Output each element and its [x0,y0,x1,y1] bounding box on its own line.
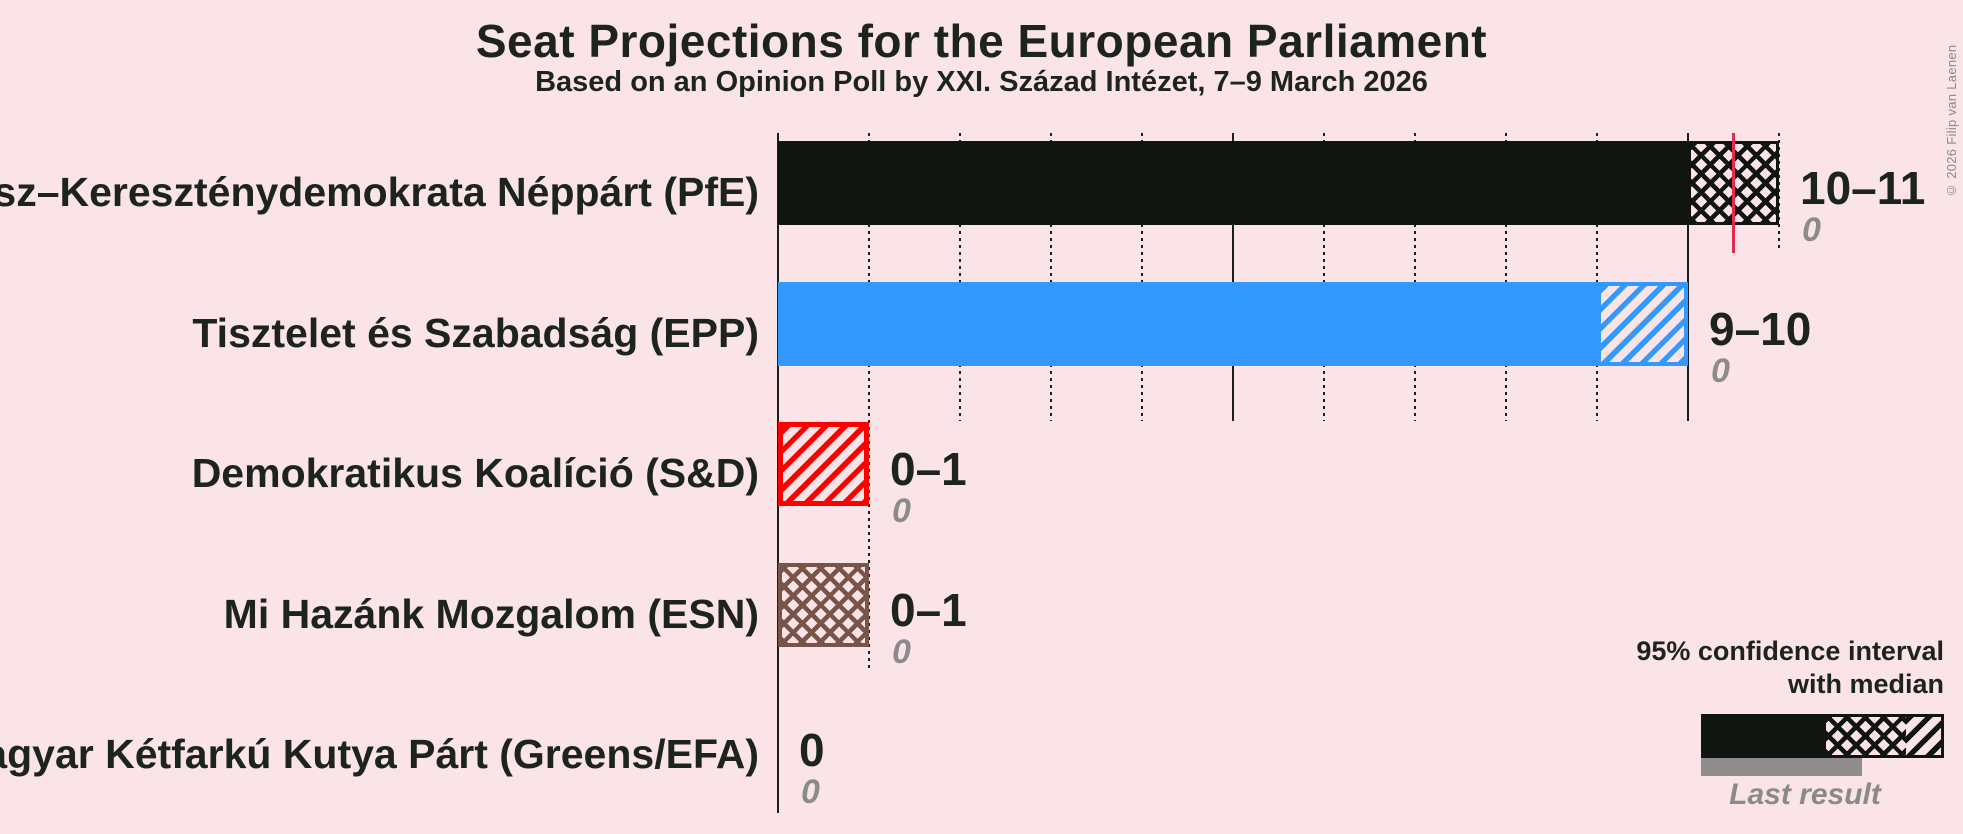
legend-sample-diagonal-segment [1906,717,1941,755]
last-result-value: 0 [1711,352,1730,390]
last-result-value: 0 [892,492,911,530]
median-line [1732,133,1735,253]
last-result-value: 0 [801,773,820,811]
value-label: 0–1 [890,584,967,636]
value-label: 10–11 [1800,162,1926,214]
value-label: 0 [799,724,825,776]
minor-gridline [959,133,961,421]
party-label: Mi Hazánk Mozgalom (ESN) [223,591,759,637]
page-subtitle: Based on an Opinion Poll by XXI. Század … [535,66,1428,98]
bar-solid [778,141,1688,225]
legend-ci-label-line1: 95% confidence interval [1636,636,1944,666]
minor-gridline [1505,133,1507,421]
minor-gridline [1323,133,1325,421]
legend-sample-solid-segment [1704,717,1826,755]
bar-confidence-hatch [778,563,869,647]
minor-gridline [1050,133,1052,421]
value-label: 9–10 [1709,303,1812,355]
legend-sample-crosshatch-segment [1826,717,1906,755]
bar-solid [778,282,1597,366]
party-label: Tisztelet és Szabadság (EPP) [192,310,759,356]
minor-gridline [1414,133,1416,421]
bar-confidence-hatch [778,422,869,506]
party-label: Magyar Kétfarkú Kutya Párt (Greens/EFA) [0,731,759,777]
major-gridline [1687,133,1689,421]
legend-sample-bar [1701,714,1944,758]
legend-last-result-label: Last result [1729,778,1881,811]
major-gridline [1232,133,1234,421]
last-result-value: 0 [892,633,911,671]
party-label: Demokratikus Koalíció (S&D) [191,450,759,496]
bar-confidence-hatch [1597,282,1688,366]
legend-last-result-bar [1701,758,1862,776]
party-label: Fidesz–Kereszténydemokrata Néppárt (PfE) [0,169,759,215]
minor-gridline [1778,133,1780,250]
minor-gridline [1141,133,1143,421]
page-title: Seat Projections for the European Parlia… [475,15,1488,67]
minor-gridline [1596,133,1598,421]
last-result-value: 0 [1802,211,1821,249]
legend-ci-label-line2: with median [1787,669,1944,699]
value-label: 0–1 [890,443,967,495]
minor-gridline [868,133,870,670]
